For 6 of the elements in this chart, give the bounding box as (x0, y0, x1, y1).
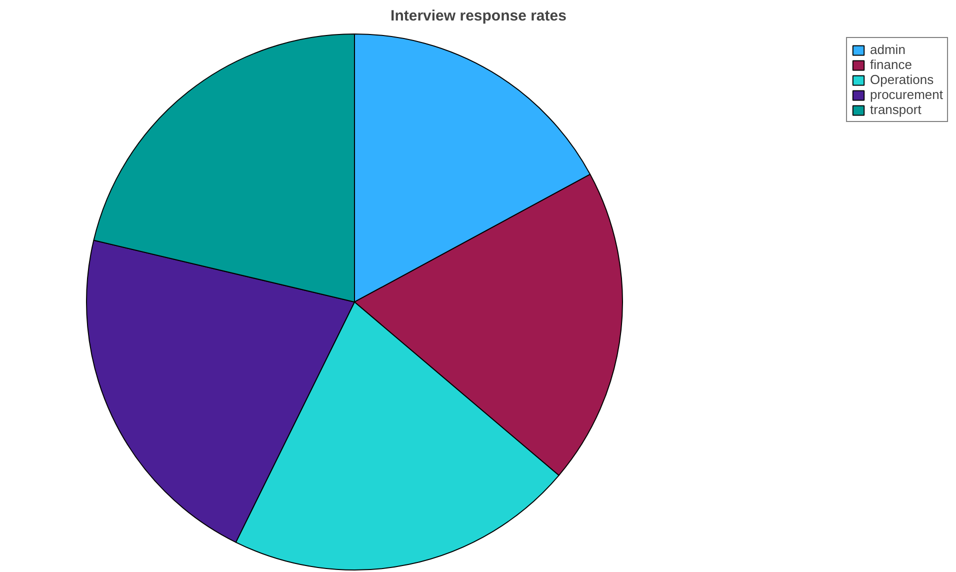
legend-label: finance (870, 57, 912, 72)
legend-label: transport (870, 102, 922, 117)
legend-label: admin (870, 42, 906, 57)
chart-title: Interview response rates (390, 8, 566, 24)
legend-label: Operations (870, 72, 934, 87)
legend-label: procurement (870, 87, 943, 102)
